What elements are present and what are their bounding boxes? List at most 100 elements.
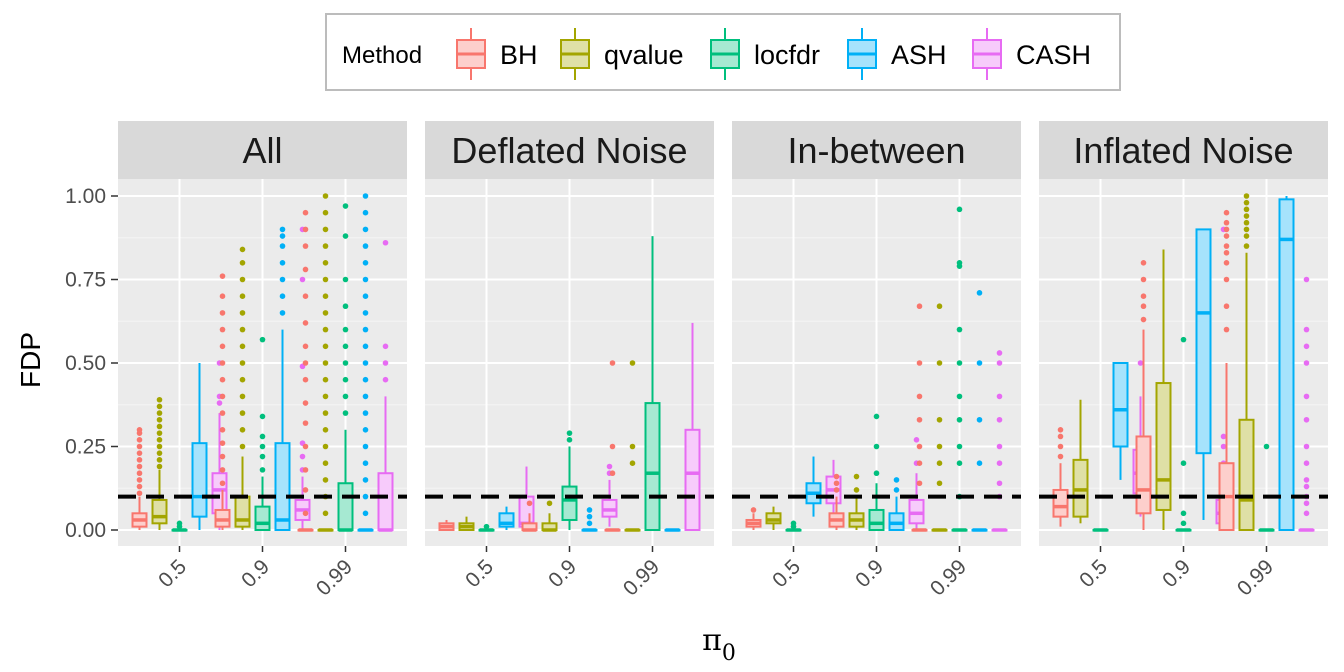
- outlier-point: [219, 480, 226, 487]
- outlier-point: [239, 410, 246, 416]
- outlier-point: [362, 410, 369, 416]
- panel-title: Inflated Noise: [1073, 130, 1293, 171]
- box-qvalue: [1155, 249, 1172, 530]
- outlier-point: [322, 443, 329, 450]
- outlier-point: [219, 440, 226, 446]
- outlier-point: [362, 310, 369, 316]
- outlier-point: [176, 520, 183, 527]
- outlier-point: [1243, 213, 1250, 219]
- outlier-point: [1180, 510, 1187, 517]
- outlier-point: [342, 326, 349, 333]
- outlier-point: [1243, 219, 1250, 226]
- outlier-point: [833, 473, 840, 480]
- outlier-point: [362, 360, 369, 366]
- outlier-point: [996, 416, 1003, 423]
- panel-title: In-between: [787, 130, 965, 171]
- outlier-point: [156, 450, 163, 456]
- x-tick-label: 0.99: [1233, 555, 1278, 600]
- outlier-point: [156, 463, 163, 470]
- outlier-point: [1223, 303, 1230, 310]
- outlier-point: [219, 273, 226, 279]
- legend-label: qvalue: [604, 40, 684, 70]
- outlier-point: [259, 336, 266, 343]
- y-tick-label: 0.75: [65, 269, 106, 292]
- outlier-point: [916, 360, 923, 366]
- outlier-point: [1303, 443, 1310, 450]
- x-axis-title: π0: [702, 623, 736, 666]
- legend-label: CASH: [1016, 40, 1091, 70]
- outlier-point: [322, 376, 329, 383]
- outlier-point: [239, 360, 246, 366]
- box: [234, 495, 251, 528]
- outlier-point: [1243, 243, 1250, 249]
- box-cash: [601, 463, 618, 527]
- outlier-point: [322, 393, 329, 400]
- outlier-point: [302, 487, 309, 493]
- panel: Deflated Noise 0.5 0.9 0.99: [425, 121, 714, 600]
- outlier-point: [362, 393, 369, 400]
- outlier-point: [956, 443, 963, 450]
- outlier-point: [996, 460, 1003, 467]
- panel: All 0.5 0.9 0.99: [118, 121, 407, 600]
- x-tick-label: 0.9: [1158, 555, 1195, 592]
- box: [561, 485, 578, 521]
- outlier-point: [976, 290, 983, 296]
- outlier-point: [1220, 443, 1227, 450]
- panel: Inflated Noise 0.5 0.9 0.99: [1039, 121, 1328, 600]
- outlier-point: [156, 457, 163, 463]
- outlier-point: [156, 443, 163, 450]
- outlier-point: [302, 510, 309, 517]
- outlier-point: [1223, 326, 1230, 333]
- box-qvalue: [151, 396, 168, 530]
- outlier-point: [322, 310, 329, 316]
- box-cash: [377, 239, 394, 532]
- outlier-point: [342, 376, 349, 383]
- outlier-point: [1223, 226, 1230, 233]
- outlier-point: [279, 243, 286, 249]
- box-ash: [664, 528, 681, 532]
- box: [337, 482, 354, 531]
- box-ash: [498, 506, 515, 530]
- outlier-point: [1223, 209, 1230, 216]
- box: [1278, 198, 1295, 531]
- outlier-point: [136, 470, 143, 477]
- outlier-point: [279, 260, 286, 266]
- box-qvalue: [848, 473, 865, 530]
- outlier-point: [219, 326, 226, 333]
- box: [254, 505, 271, 531]
- outlier-point: [996, 443, 1003, 450]
- outlier-point: [362, 510, 369, 517]
- panel-strip: [1039, 121, 1328, 179]
- box-bh: [214, 273, 231, 530]
- outlier-point: [916, 443, 923, 450]
- outlier-point: [606, 463, 613, 470]
- outlier-point: [299, 453, 306, 460]
- outlier-point: [322, 427, 329, 433]
- box: [644, 402, 661, 531]
- outlier-point: [1303, 326, 1310, 333]
- box-bh: [521, 500, 538, 532]
- outlier-point: [873, 413, 880, 420]
- outlier-point: [382, 376, 389, 383]
- outlier-point: [833, 487, 840, 493]
- box-ash: [1195, 228, 1212, 520]
- outlier-point: [322, 460, 329, 467]
- outlier-point: [382, 239, 389, 246]
- outlier-point: [302, 360, 309, 366]
- outlier-point: [239, 310, 246, 316]
- box-locfdr: [254, 336, 271, 531]
- box: [684, 428, 701, 531]
- outlier-point: [362, 443, 369, 450]
- outlier-point: [566, 437, 573, 443]
- outlier-point: [976, 416, 983, 423]
- box: [1238, 418, 1255, 531]
- box: [1155, 382, 1172, 511]
- outlier-point: [936, 480, 943, 487]
- box-bh: [1135, 260, 1152, 530]
- outlier-point: [996, 480, 1003, 487]
- outlier-point: [279, 276, 286, 283]
- box: [868, 508, 885, 531]
- y-tick-label: 1.00: [65, 185, 106, 208]
- outlier-point: [239, 276, 246, 283]
